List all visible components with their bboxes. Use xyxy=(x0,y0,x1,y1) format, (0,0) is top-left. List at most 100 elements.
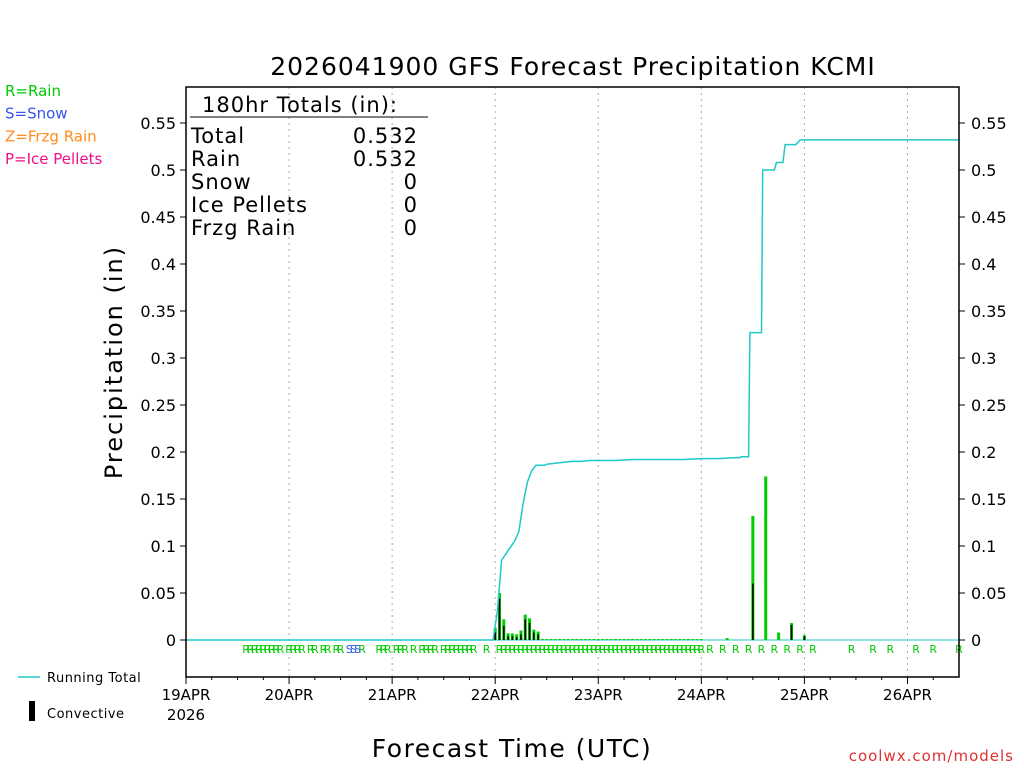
precip-bar xyxy=(566,639,570,640)
convective-bar xyxy=(752,583,754,640)
precip-bar xyxy=(652,639,656,640)
precip-bar xyxy=(549,639,553,640)
rain-marker: R xyxy=(324,643,332,656)
rain-marker: R xyxy=(612,643,620,656)
precip-bar xyxy=(682,639,686,640)
rain-marker: R xyxy=(564,643,572,656)
rain-marker: R xyxy=(358,643,366,656)
rain-marker: R xyxy=(569,643,577,656)
rain-marker: R xyxy=(633,643,641,656)
rain-marker: R xyxy=(410,643,418,656)
rain-marker: R xyxy=(560,643,568,656)
totals-label: Snow xyxy=(191,170,252,194)
rain-marker: R xyxy=(277,643,285,656)
precip-bar xyxy=(558,639,562,640)
rain-marker: R xyxy=(556,643,564,656)
totals-label: Rain xyxy=(191,147,241,171)
y-tick-label-right: 0.55 xyxy=(971,114,1007,133)
x-tick-label: 20APR xyxy=(265,686,314,704)
totals-value: 0 xyxy=(404,216,418,240)
rain-marker: R xyxy=(259,643,267,656)
rain-marker: R xyxy=(607,643,615,656)
rain-marker: R xyxy=(375,643,383,656)
totals-label: Ice Pellets xyxy=(191,193,308,217)
precip-bar xyxy=(725,638,729,640)
precip-bar xyxy=(579,639,583,640)
rain-marker: R xyxy=(676,643,684,656)
precip-bar xyxy=(553,639,557,640)
rain-marker: R xyxy=(285,643,293,656)
rain-marker: R xyxy=(547,643,555,656)
convective-bar xyxy=(494,632,496,640)
rain-marker: R xyxy=(242,643,250,656)
rain-marker: R xyxy=(397,643,405,656)
precip-bar xyxy=(674,639,678,640)
credit-link[interactable]: coolwx.com/models xyxy=(849,747,1014,765)
precip-bar xyxy=(626,639,630,640)
precip-bar xyxy=(583,639,587,640)
y-tick-label-right: 0.45 xyxy=(971,208,1007,227)
rain-marker: R xyxy=(423,643,431,656)
rain-marker: R xyxy=(848,643,856,656)
rain-marker: R xyxy=(573,643,581,656)
y-tick-label-right: 0.3 xyxy=(971,349,996,368)
rain-marker: R xyxy=(624,643,632,656)
totals-value: 0 xyxy=(404,193,418,217)
x-tick-label: 21APR xyxy=(368,686,417,704)
precip-bar xyxy=(592,639,596,640)
precip-bar xyxy=(570,639,575,640)
rain-marker: R xyxy=(500,643,508,656)
rain-marker: R xyxy=(771,643,779,656)
rain-marker: R xyxy=(504,643,512,656)
precip-bar xyxy=(631,639,635,640)
series-legend: Running Total Convective xyxy=(18,671,141,722)
totals-value: 0.532 xyxy=(353,124,418,148)
precip-bar xyxy=(665,639,669,640)
rain-marker: R xyxy=(642,643,650,656)
y-tick-label-left: 0.15 xyxy=(140,490,176,509)
precip-bar xyxy=(764,476,768,640)
convective-bar xyxy=(515,637,518,640)
precip-bar xyxy=(648,639,652,640)
rain-marker: R xyxy=(521,643,529,656)
precip-bar xyxy=(695,639,699,640)
y-tick-label-right: 0.5 xyxy=(971,161,996,180)
rain-marker: R xyxy=(251,643,259,656)
totals-value: 0.532 xyxy=(353,147,418,171)
totals-label: Total xyxy=(190,124,245,148)
rain-marker: R xyxy=(461,643,469,656)
convective-bar xyxy=(520,634,522,640)
rain-marker: R xyxy=(886,643,894,656)
rain-marker: R xyxy=(311,643,319,656)
x-tick-label: 25APR xyxy=(780,686,829,704)
precip-bar xyxy=(545,639,549,640)
rain-marker: R xyxy=(517,643,525,656)
rain-marker: R xyxy=(272,643,280,656)
rain-marker: R xyxy=(298,643,306,656)
convective-bar xyxy=(503,625,505,640)
rain-marker: R xyxy=(620,643,628,656)
convective-legend-label: Convective xyxy=(47,707,125,722)
rain-marker: R xyxy=(594,643,602,656)
ptype-legend-item: Z=Frzg Rain xyxy=(5,127,97,145)
rain-marker: R xyxy=(603,643,611,656)
rain-marker: R xyxy=(685,643,693,656)
precip-bar xyxy=(540,639,544,640)
y-tick-label-right: 0.2 xyxy=(971,443,996,462)
rain-marker: R xyxy=(732,643,740,656)
snow-marker: S xyxy=(346,643,353,656)
convective-bar xyxy=(498,598,501,640)
precip-bar xyxy=(691,639,695,640)
convective-bar xyxy=(790,624,793,640)
x-tick-label: 22APR xyxy=(471,686,520,704)
precip-bar xyxy=(588,639,592,640)
y-tick-label-left: 0.4 xyxy=(151,255,176,274)
convective-bar xyxy=(803,636,806,640)
precip-bar xyxy=(656,639,660,640)
rain-marker: R xyxy=(466,643,474,656)
vertical-gridlines xyxy=(186,87,959,677)
y-axis-label: Precipitation (in) xyxy=(100,245,128,479)
precip-bar xyxy=(661,639,665,640)
rain-marker: R xyxy=(577,643,585,656)
